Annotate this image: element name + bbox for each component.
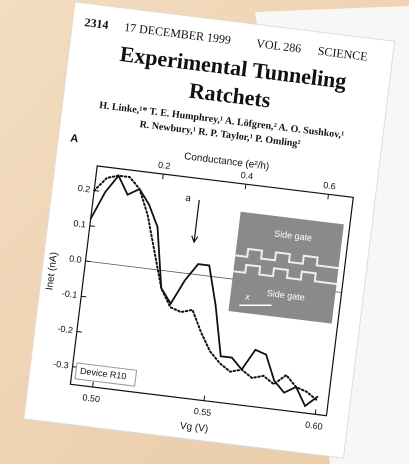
y-tick bbox=[81, 296, 86, 297]
y-tick-label: 0.0 bbox=[69, 253, 83, 264]
x2-tick bbox=[245, 184, 246, 189]
x-tick bbox=[93, 382, 94, 387]
y-tick-label: -0.2 bbox=[57, 323, 74, 335]
x-tick-label: 0.50 bbox=[82, 392, 101, 404]
x2-tick bbox=[328, 194, 329, 199]
x2-tick-label: 0.2 bbox=[158, 160, 172, 171]
y-tick-label: 0.2 bbox=[77, 183, 91, 194]
y-tick bbox=[86, 261, 91, 262]
y-tick-label: 0.1 bbox=[73, 218, 87, 229]
screenshot: 2314 17 DECEMBER 1999 VOL 286 SCIENCE Ex… bbox=[0, 0, 409, 464]
x-tick-label: 0.55 bbox=[193, 406, 212, 418]
paper-page: 2314 17 DECEMBER 1999 VOL 286 SCIENCE Ex… bbox=[24, 2, 395, 458]
y-tick-label: -0.3 bbox=[53, 359, 70, 371]
x-tick bbox=[204, 396, 205, 401]
y-tick-label: -0.1 bbox=[61, 288, 78, 300]
page-number: 2314 bbox=[84, 15, 110, 32]
page: 2314 17 DECEMBER 1999 VOL 286 SCIENCE Ex… bbox=[0, 0, 409, 464]
y-tick bbox=[90, 226, 95, 227]
x2-tick-label: 0.6 bbox=[323, 180, 337, 191]
x-tick-label: 0.60 bbox=[305, 420, 324, 432]
panel-label: A bbox=[70, 132, 79, 145]
x-tick bbox=[315, 409, 316, 414]
y-tick bbox=[77, 331, 82, 332]
x2-tick-label: 0.4 bbox=[240, 170, 254, 181]
x2-tick bbox=[163, 174, 164, 179]
